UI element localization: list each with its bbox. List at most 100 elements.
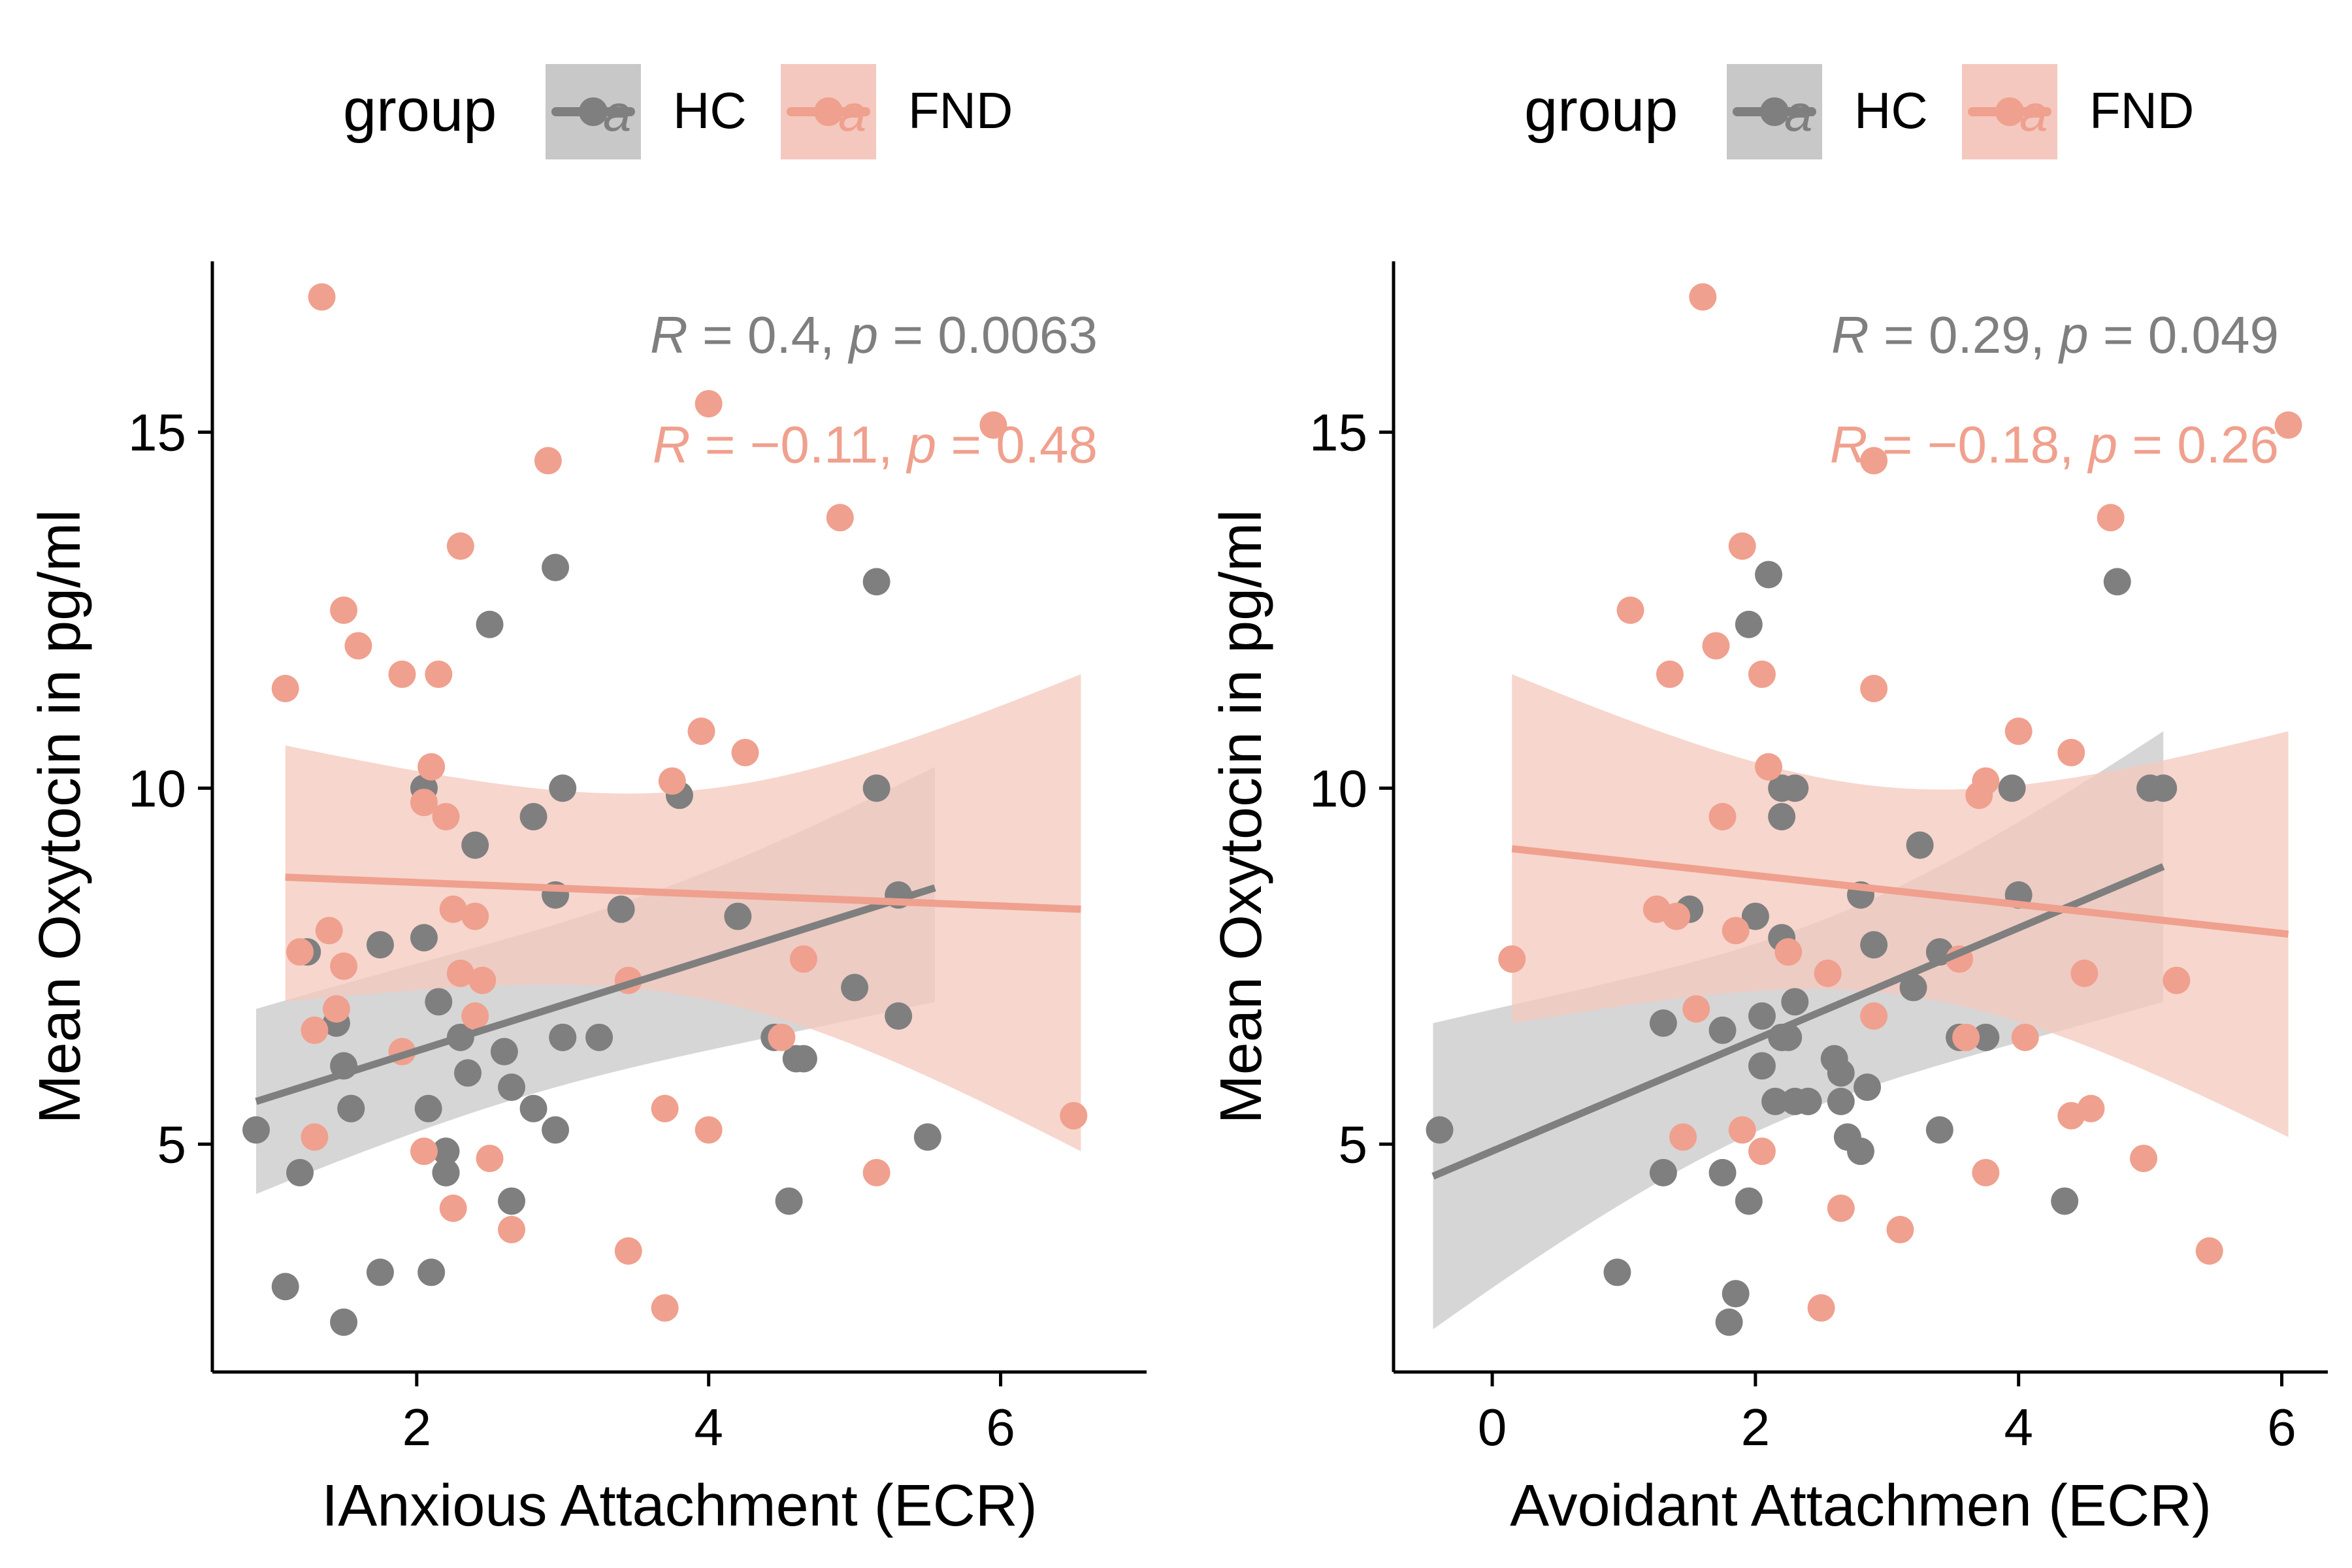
data-point	[826, 504, 854, 532]
data-point	[841, 973, 869, 1002]
x-tick-label: 6	[986, 1398, 1015, 1456]
legend-key-fnd: a	[1962, 64, 2057, 159]
data-point	[1774, 938, 1803, 966]
data-point	[468, 966, 497, 994]
data-point	[432, 1137, 460, 1166]
data-point	[519, 803, 547, 830]
stat-annotation-fnd: R = −0.18, p = 0.26	[1830, 416, 2279, 474]
stat-annotation-fnd: R = −0.11, p = 0.48	[653, 416, 1098, 474]
data-point	[913, 1123, 941, 1151]
legend-key-point	[579, 97, 608, 126]
data-point	[322, 995, 350, 1023]
data-point	[446, 532, 474, 560]
data-point	[2051, 1187, 2079, 1215]
x-tick-label: 2	[1741, 1398, 1771, 1456]
data-point	[1689, 283, 1717, 311]
data-point	[414, 1094, 442, 1122]
fit-line-hc	[255, 884, 936, 1105]
data-point	[425, 988, 453, 1016]
data-point	[1669, 1123, 1697, 1151]
y-axis-title: Mean Oxytocin in pg/ml	[27, 510, 93, 1124]
data-point	[724, 902, 752, 930]
data-point	[1814, 959, 1842, 987]
y-tick-label: 10	[1309, 759, 1367, 817]
data-point	[1827, 1059, 1855, 1087]
data-point	[432, 803, 460, 830]
data-point	[1860, 1002, 1888, 1030]
legend-key-glyph: a	[1784, 84, 1812, 142]
data-point	[1899, 973, 1927, 1002]
data-point	[1735, 610, 1763, 638]
confidence-band-fnd	[1512, 674, 2289, 1137]
legend-key-point	[1760, 97, 1789, 126]
legend-label-fnd: FND	[908, 82, 1013, 139]
data-point	[549, 774, 577, 802]
data-point	[1728, 1116, 1756, 1144]
data-point	[1794, 1087, 1822, 1115]
data-point	[1748, 1137, 1776, 1166]
legend: group a HC a FND	[343, 64, 1013, 159]
data-point	[694, 389, 723, 417]
data-point	[789, 945, 817, 973]
data-point	[585, 1023, 613, 1051]
data-point	[542, 1116, 570, 1144]
data-point	[542, 553, 570, 581]
data-point	[1827, 1194, 1855, 1222]
data-point	[498, 1216, 526, 1244]
legend-key-glyph: a	[603, 84, 631, 142]
x-tick-label: 2	[402, 1398, 432, 1456]
data-point	[2011, 1023, 2039, 1051]
data-point	[1906, 831, 1934, 859]
data-point	[1663, 902, 1691, 930]
data-point	[1060, 1102, 1088, 1130]
data-point	[286, 938, 314, 966]
legend-key-glyph: a	[2019, 84, 2048, 142]
y-tick-label: 15	[1309, 404, 1367, 462]
data-point	[366, 931, 394, 959]
stat-annotation-hc: R = 0.29, p = 0.049	[1831, 306, 2279, 364]
data-point	[439, 895, 467, 923]
data-point	[446, 959, 474, 987]
x-tick-label: 4	[2004, 1398, 2033, 1456]
x-tick-label: 0	[1478, 1398, 1507, 1456]
data-point	[301, 1123, 329, 1151]
data-point	[1827, 1087, 1855, 1115]
data-point	[1925, 1116, 1953, 1144]
data-point	[498, 1073, 526, 1102]
x-axis-title: Avoidant Attachmen (ECR)	[1510, 1473, 2212, 1539]
data-point	[1735, 1187, 1763, 1215]
data-point	[308, 283, 336, 311]
data-point	[417, 1258, 446, 1286]
data-point	[687, 717, 715, 745]
data-point	[2057, 738, 2085, 766]
data-point	[1952, 1023, 1980, 1051]
data-point	[330, 596, 358, 624]
data-point	[2097, 504, 2125, 532]
data-point	[2163, 966, 2191, 994]
data-point	[2004, 717, 2033, 745]
data-point	[1781, 774, 1809, 802]
data-point	[1860, 447, 1888, 475]
data-point	[1761, 1087, 1789, 1115]
legend-title: group	[343, 77, 497, 144]
data-point	[1860, 931, 1888, 959]
data-point	[2077, 1094, 2105, 1122]
x-axis-title: IAnxious Attachment (ECR)	[321, 1473, 1037, 1539]
legend-label-hc: HC	[673, 82, 747, 139]
data-point	[1708, 803, 1737, 830]
data-point	[1498, 945, 1526, 973]
data-point	[1781, 988, 1809, 1016]
series-fnd	[271, 283, 1088, 1322]
fit-line-fnd	[1511, 845, 2289, 938]
data-point	[330, 952, 358, 980]
data-point	[1854, 1073, 1882, 1102]
legend-key-point	[1995, 97, 2024, 126]
data-point	[694, 1116, 723, 1144]
data-point	[789, 1045, 817, 1073]
data-point	[461, 831, 489, 859]
data-point	[490, 1037, 518, 1066]
data-point	[271, 674, 299, 702]
data-point	[344, 632, 372, 660]
data-point	[979, 411, 1007, 439]
data-point	[1972, 1158, 2000, 1186]
